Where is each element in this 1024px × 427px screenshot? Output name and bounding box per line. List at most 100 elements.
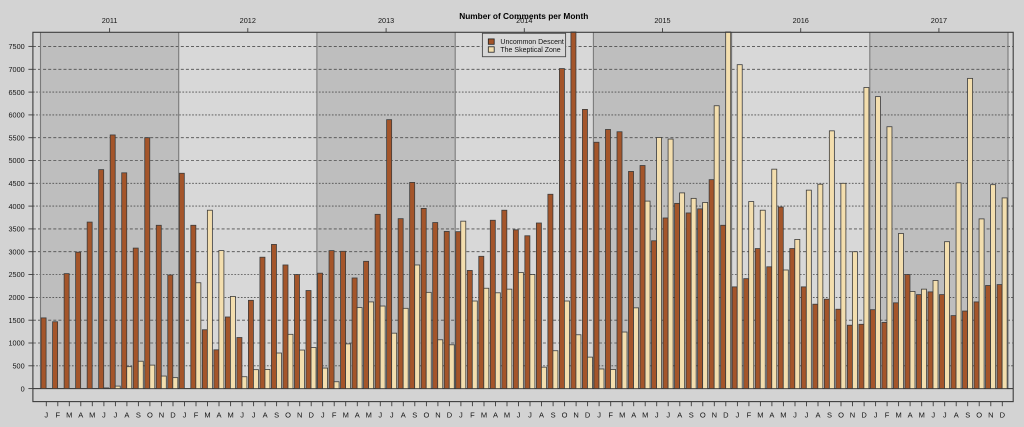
svg-text:J: J bbox=[44, 411, 48, 420]
svg-text:S: S bbox=[827, 411, 832, 420]
svg-text:N: N bbox=[297, 411, 302, 420]
svg-text:J: J bbox=[874, 411, 878, 420]
svg-text:S: S bbox=[412, 411, 417, 420]
svg-text:2017: 2017 bbox=[931, 16, 947, 25]
svg-text:N: N bbox=[573, 411, 578, 420]
svg-text:J: J bbox=[390, 411, 394, 420]
svg-text:A: A bbox=[216, 411, 221, 420]
svg-text:J: J bbox=[655, 411, 659, 420]
svg-text:D: D bbox=[1000, 411, 1006, 420]
svg-text:5500: 5500 bbox=[8, 133, 24, 142]
svg-text:N: N bbox=[988, 411, 993, 420]
svg-text:2500: 2500 bbox=[8, 270, 24, 279]
svg-text:M: M bbox=[227, 411, 233, 420]
svg-text:M: M bbox=[89, 411, 95, 420]
svg-text:J: J bbox=[528, 411, 532, 420]
svg-text:2013: 2013 bbox=[378, 16, 394, 25]
svg-text:A: A bbox=[78, 411, 83, 420]
svg-text:J: J bbox=[597, 411, 601, 420]
svg-text:7000: 7000 bbox=[8, 65, 24, 74]
svg-text:A: A bbox=[769, 411, 774, 420]
svg-text:A: A bbox=[815, 411, 820, 420]
svg-text:A: A bbox=[493, 411, 498, 420]
svg-text:M: M bbox=[504, 411, 510, 420]
svg-text:J: J bbox=[459, 411, 463, 420]
svg-text:D: D bbox=[723, 411, 729, 420]
svg-text:5000: 5000 bbox=[8, 156, 24, 165]
svg-text:6000: 6000 bbox=[8, 111, 24, 120]
svg-text:S: S bbox=[965, 411, 970, 420]
svg-text:O: O bbox=[285, 411, 291, 420]
svg-text:M: M bbox=[66, 411, 72, 420]
svg-text:M: M bbox=[642, 411, 648, 420]
svg-text:S: S bbox=[274, 411, 279, 420]
svg-text:Uncommon Descent: Uncommon Descent bbox=[500, 39, 563, 46]
svg-text:Number of Comments per Month: Number of Comments per Month bbox=[459, 11, 588, 21]
svg-text:O: O bbox=[838, 411, 844, 420]
svg-text:1000: 1000 bbox=[8, 339, 24, 348]
svg-text:D: D bbox=[585, 411, 591, 420]
svg-text:2012: 2012 bbox=[240, 16, 256, 25]
svg-text:N: N bbox=[435, 411, 440, 420]
svg-text:A: A bbox=[908, 411, 913, 420]
svg-text:J: J bbox=[931, 411, 935, 420]
svg-text:3500: 3500 bbox=[8, 225, 24, 234]
svg-text:F: F bbox=[56, 411, 61, 420]
svg-text:1500: 1500 bbox=[8, 316, 24, 325]
svg-text:O: O bbox=[700, 411, 706, 420]
svg-text:The Skeptical Zone: The Skeptical Zone bbox=[500, 47, 560, 54]
svg-text:J: J bbox=[943, 411, 947, 420]
svg-text:J: J bbox=[252, 411, 256, 420]
svg-text:J: J bbox=[736, 411, 740, 420]
svg-text:A: A bbox=[263, 411, 268, 420]
svg-text:A: A bbox=[631, 411, 636, 420]
svg-text:J: J bbox=[114, 411, 118, 420]
svg-text:A: A bbox=[401, 411, 406, 420]
svg-text:A: A bbox=[954, 411, 959, 420]
svg-text:M: M bbox=[619, 411, 625, 420]
svg-text:A: A bbox=[539, 411, 544, 420]
svg-text:2016: 2016 bbox=[793, 16, 809, 25]
svg-text:500: 500 bbox=[13, 362, 25, 371]
svg-text:2014: 2014 bbox=[516, 16, 532, 25]
svg-text:3000: 3000 bbox=[8, 247, 24, 256]
svg-text:M: M bbox=[343, 411, 349, 420]
svg-text:F: F bbox=[470, 411, 475, 420]
svg-text:0: 0 bbox=[21, 384, 25, 393]
svg-text:J: J bbox=[666, 411, 670, 420]
svg-text:S: S bbox=[689, 411, 694, 420]
svg-text:M: M bbox=[895, 411, 901, 420]
svg-text:D: D bbox=[170, 411, 176, 420]
svg-text:N: N bbox=[850, 411, 855, 420]
svg-text:J: J bbox=[378, 411, 382, 420]
svg-text:M: M bbox=[919, 411, 925, 420]
svg-text:F: F bbox=[885, 411, 890, 420]
svg-text:J: J bbox=[183, 411, 187, 420]
svg-text:M: M bbox=[366, 411, 372, 420]
svg-text:2015: 2015 bbox=[654, 16, 670, 25]
svg-text:J: J bbox=[240, 411, 244, 420]
svg-text:N: N bbox=[159, 411, 164, 420]
svg-text:O: O bbox=[976, 411, 982, 420]
svg-text:J: J bbox=[793, 411, 797, 420]
svg-text:F: F bbox=[194, 411, 199, 420]
svg-text:F: F bbox=[747, 411, 752, 420]
svg-text:2000: 2000 bbox=[8, 293, 24, 302]
svg-text:N: N bbox=[712, 411, 717, 420]
svg-text:S: S bbox=[136, 411, 141, 420]
svg-text:O: O bbox=[562, 411, 568, 420]
svg-text:M: M bbox=[204, 411, 210, 420]
svg-text:A: A bbox=[124, 411, 129, 420]
svg-text:4500: 4500 bbox=[8, 179, 24, 188]
svg-text:6500: 6500 bbox=[8, 88, 24, 97]
svg-text:F: F bbox=[332, 411, 337, 420]
svg-text:2011: 2011 bbox=[102, 16, 118, 25]
svg-text:J: J bbox=[517, 411, 521, 420]
svg-text:M: M bbox=[780, 411, 786, 420]
svg-text:A: A bbox=[355, 411, 360, 420]
svg-text:J: J bbox=[102, 411, 106, 420]
svg-text:O: O bbox=[147, 411, 153, 420]
svg-text:J: J bbox=[321, 411, 325, 420]
svg-text:J: J bbox=[805, 411, 809, 420]
svg-text:4000: 4000 bbox=[8, 202, 24, 211]
